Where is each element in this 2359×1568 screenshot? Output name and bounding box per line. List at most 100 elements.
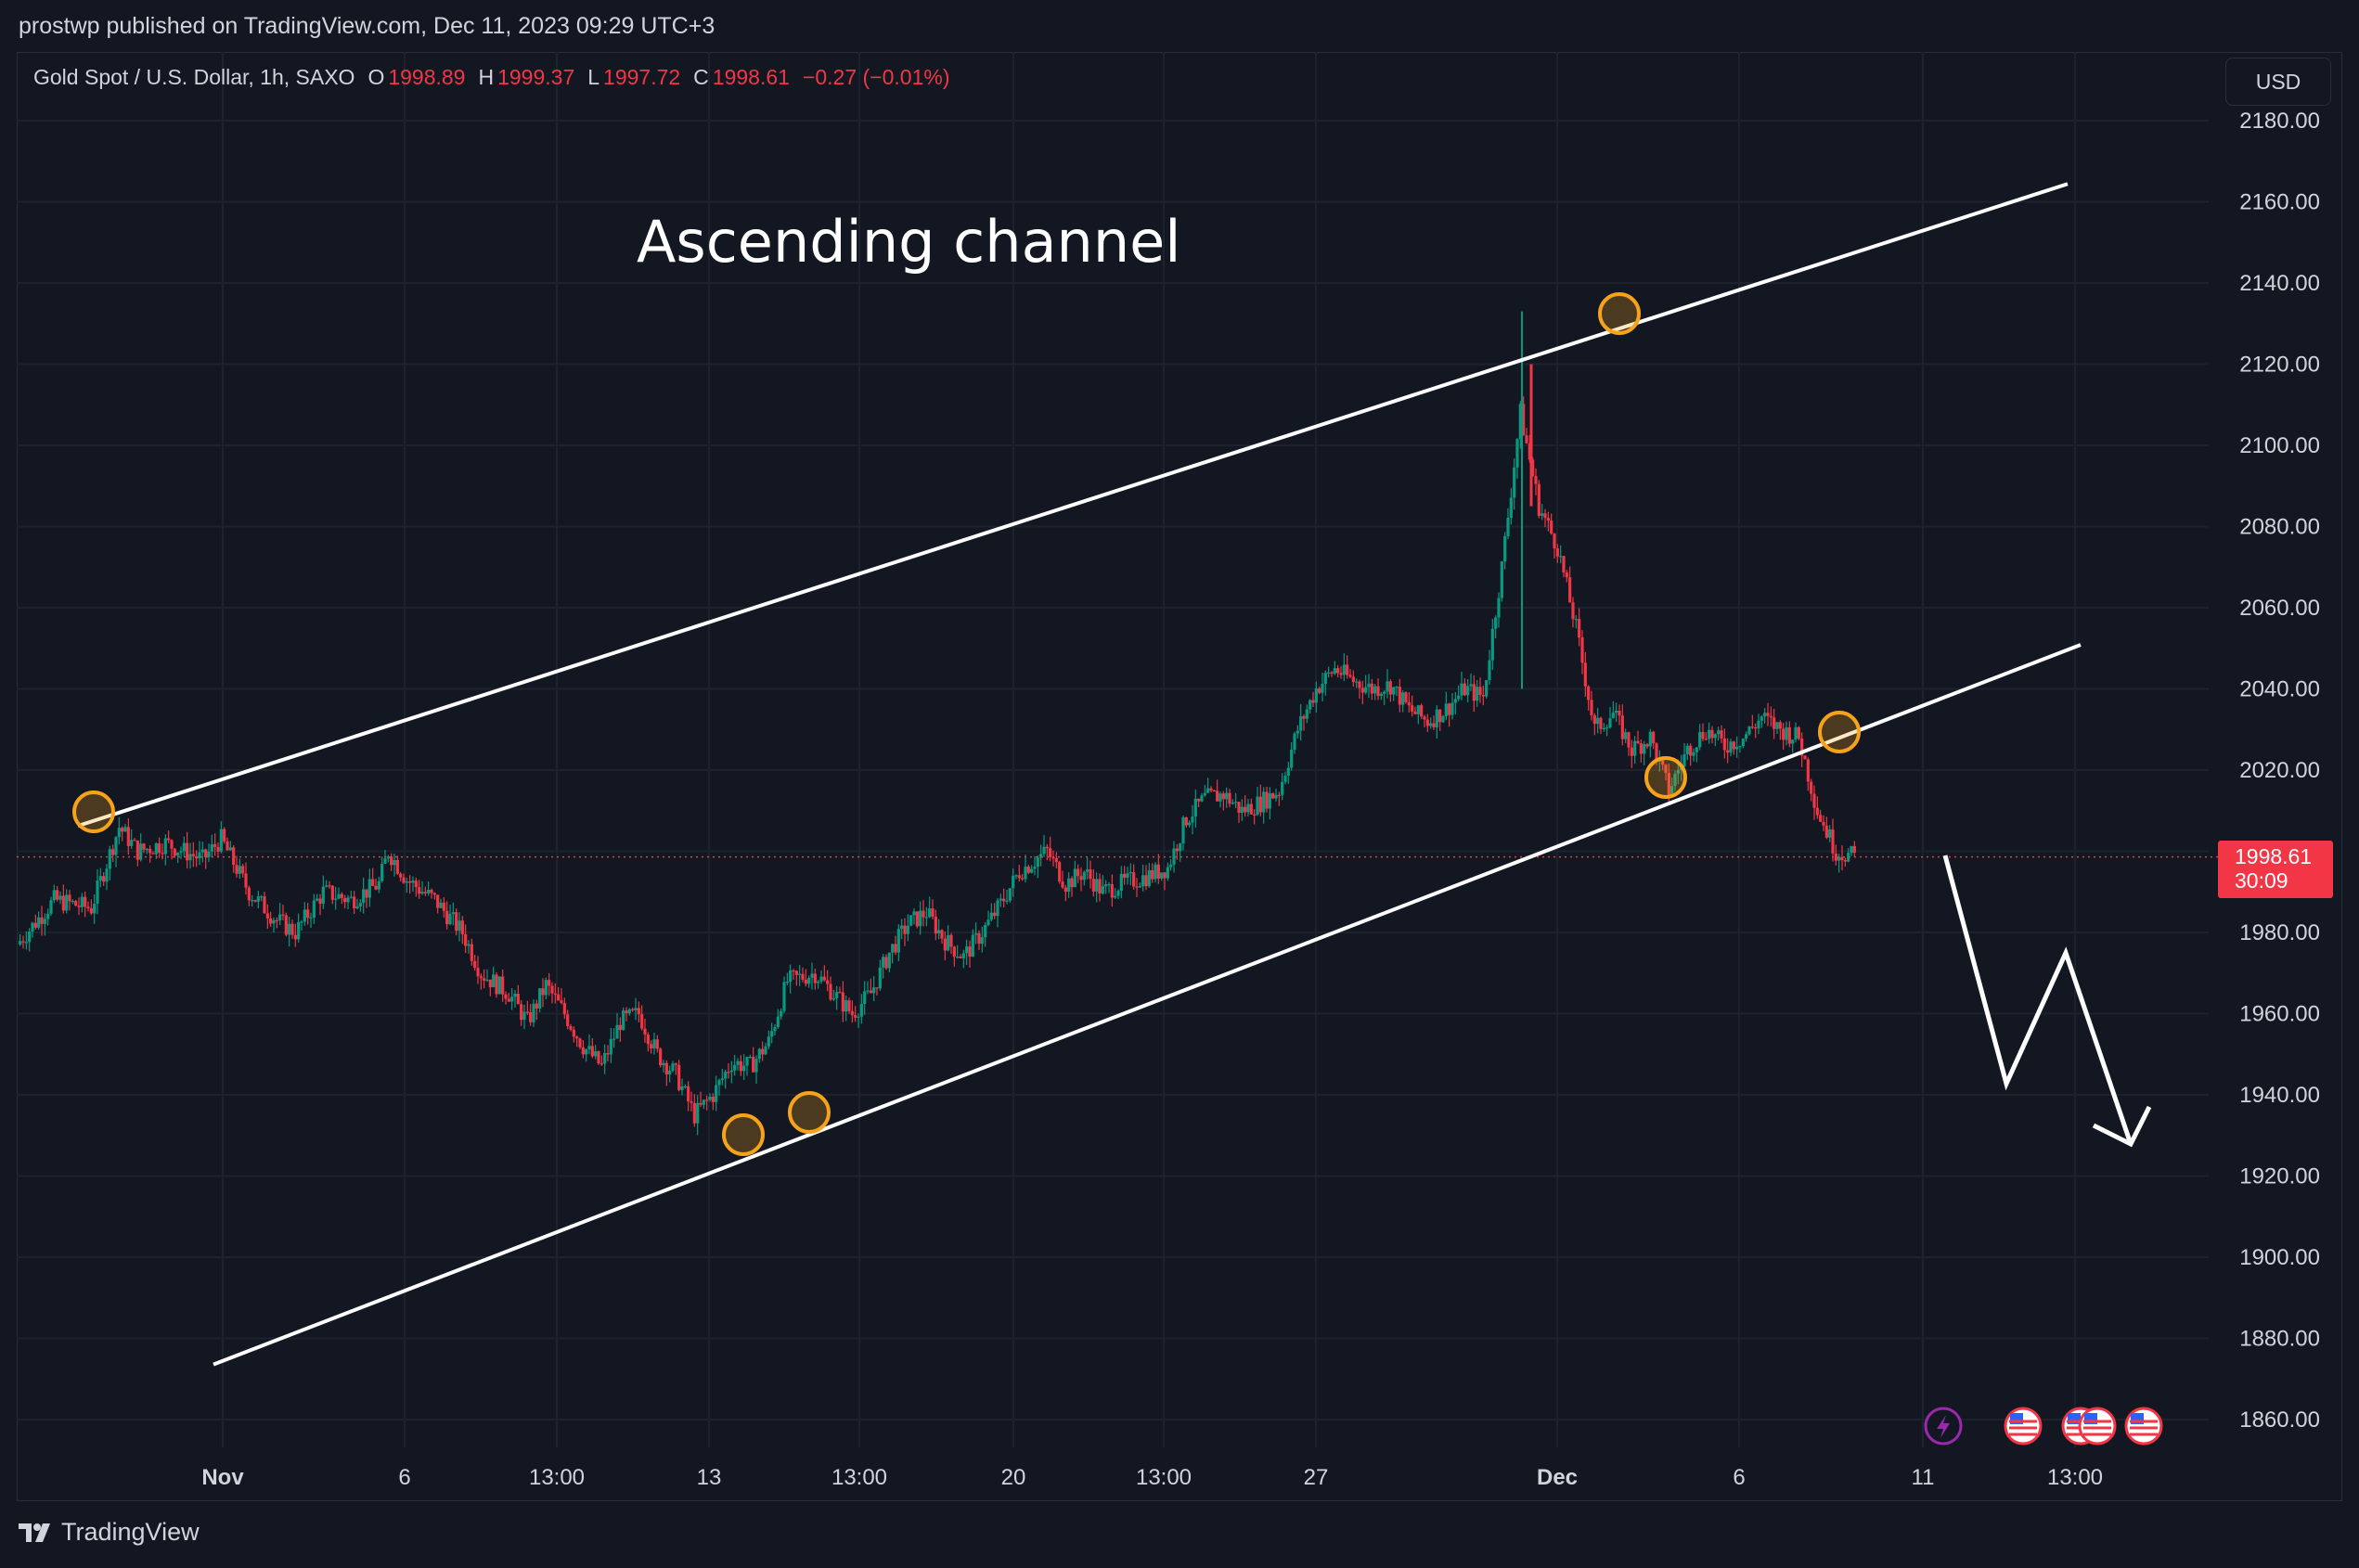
candle-body: [894, 944, 897, 953]
tradingview-logo[interactable]: TradingView: [19, 1518, 200, 1547]
candle-body: [875, 987, 879, 989]
candle-body: [365, 889, 368, 898]
candle-body: [1258, 796, 1262, 813]
candle-body: [1655, 743, 1658, 762]
candle-body: [241, 866, 245, 874]
us-flag-event-icon[interactable]: [2078, 1407, 2117, 1446]
candle-body: [590, 1046, 594, 1057]
footer: [0, 1503, 2359, 1568]
candle-body: [269, 918, 273, 924]
candle-body: [785, 982, 789, 983]
candle-body: [161, 853, 164, 855]
candle-body: [1722, 739, 1726, 751]
candle-body: [761, 1048, 765, 1055]
y-tick-label: 2080.00: [2239, 515, 2320, 540]
candle-body: [699, 1102, 703, 1105]
candle-body: [1760, 716, 1763, 721]
candle-body: [1460, 683, 1463, 696]
candle-body: [891, 944, 895, 953]
candle-body: [68, 894, 71, 902]
candle-body: [965, 946, 969, 954]
candle-body: [1330, 672, 1334, 675]
candle-body: [943, 938, 947, 951]
candle-body: [1383, 691, 1386, 694]
us-flag-event-icon[interactable]: [2004, 1407, 2043, 1446]
candle-body: [56, 890, 59, 900]
touch-point-marker: [722, 1113, 765, 1156]
x-tick-label: 11: [1912, 1465, 1935, 1490]
candle-body: [1012, 875, 1015, 889]
candle-body: [687, 1086, 690, 1102]
candle-body: [575, 1036, 579, 1039]
candle-body: [1708, 729, 1711, 739]
currency-button[interactable]: USD: [2225, 58, 2331, 106]
candle-body: [594, 1051, 598, 1057]
us-flag-event-icon[interactable]: [2124, 1407, 2163, 1446]
candle-body: [1800, 739, 1804, 756]
candle-body: [562, 1003, 566, 1015]
candle-body: [1042, 846, 1046, 855]
y-tick-label: 2120.00: [2239, 353, 2320, 378]
candle-body: [383, 858, 387, 865]
candle-body: [1404, 692, 1408, 702]
candle-body: [968, 946, 972, 958]
candle-body: [1141, 875, 1145, 887]
candle-body: [1837, 856, 1841, 861]
candle-body: [1373, 686, 1377, 694]
candle-body: [1061, 881, 1064, 888]
candle-body: [581, 1047, 585, 1055]
candle-body: [627, 1009, 631, 1014]
candle-body: [1701, 731, 1705, 739]
candle-body: [427, 890, 431, 893]
candle-body: [439, 902, 443, 908]
candle-body: [1336, 668, 1340, 674]
candle-body: [1559, 556, 1563, 558]
candle-body: [1729, 741, 1733, 753]
candle-body: [655, 1039, 659, 1049]
candle-body: [1852, 845, 1856, 854]
candle-body: [612, 1038, 616, 1040]
candle-body: [306, 909, 310, 919]
candle-body: [1450, 702, 1454, 715]
candle-body: [43, 919, 46, 924]
candle-body: [977, 932, 981, 945]
candle-body: [476, 968, 480, 977]
candle-body: [1253, 814, 1257, 816]
high-label: H: [478, 65, 495, 89]
candle-body: [1775, 722, 1779, 729]
candle-body: [210, 843, 213, 852]
candle-body: [33, 922, 37, 928]
x-tick-label: 27: [1304, 1465, 1329, 1490]
candle-body: [1318, 688, 1321, 693]
candle-body: [566, 1014, 570, 1027]
candle-body: [367, 879, 371, 898]
candle-body: [1265, 791, 1269, 809]
candle-body: [513, 994, 517, 997]
candle-body: [733, 1064, 737, 1071]
candle-body: [742, 1065, 746, 1072]
candle-body: [1413, 711, 1417, 714]
symbol-name: Gold Spot / U.S. Dollar, 1h, SAXO: [33, 65, 355, 89]
y-tick-label: 1920.00: [2239, 1164, 2320, 1189]
candle-body: [483, 978, 486, 981]
projection-arrowhead: [2092, 1105, 2152, 1148]
candle-body: [1698, 731, 1702, 748]
candle-body: [980, 937, 984, 945]
candle-body: [142, 843, 146, 850]
candle-body: [1769, 715, 1772, 718]
candle-body: [1797, 726, 1800, 739]
candle-body: [959, 957, 962, 958]
candle-body: [1333, 668, 1336, 675]
candle-body: [126, 827, 130, 846]
candle-body: [96, 880, 99, 905]
candle-body: [139, 843, 143, 860]
candle-body: [74, 901, 78, 906]
candle-body: [49, 900, 53, 914]
candle-body: [442, 902, 445, 911]
lightning-event-icon[interactable]: [1924, 1407, 1963, 1446]
candle-body: [1840, 856, 1844, 861]
candle-body: [1441, 715, 1445, 723]
candle-body: [1587, 686, 1591, 700]
candle-body: [1098, 879, 1102, 894]
